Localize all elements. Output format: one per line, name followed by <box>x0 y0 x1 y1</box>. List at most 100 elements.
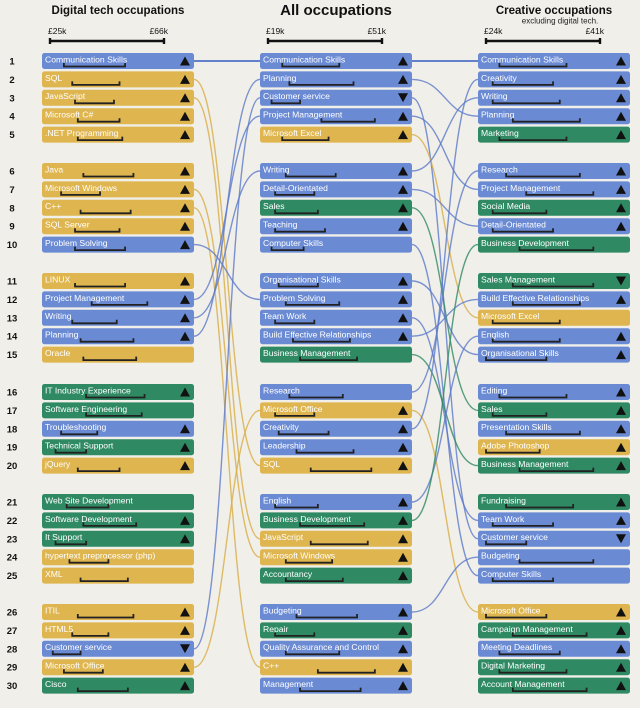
skill-box[interactable] <box>478 346 630 363</box>
skill-box[interactable] <box>478 53 630 69</box>
skill-item[interactable]: Technical Support <box>42 439 194 456</box>
skill-item[interactable]: Software Engineering <box>42 402 194 419</box>
skill-item[interactable]: JavaScript <box>42 89 194 106</box>
skill-item[interactable]: English <box>478 328 630 345</box>
skill-item[interactable]: Business Management <box>260 346 412 363</box>
skill-item[interactable]: Creativity <box>478 71 630 88</box>
skill-box[interactable] <box>260 402 412 419</box>
skill-item[interactable]: Communication Skills <box>260 53 412 69</box>
skill-box[interactable] <box>260 199 412 216</box>
skill-box[interactable] <box>260 384 412 400</box>
skill-item[interactable]: Project Management <box>42 291 194 308</box>
skill-box[interactable] <box>42 457 194 474</box>
skill-box[interactable] <box>478 89 630 106</box>
skill-item[interactable]: Fundraising <box>478 494 630 510</box>
skill-box[interactable] <box>42 549 194 566</box>
skill-box[interactable] <box>42 402 194 419</box>
skill-box[interactable] <box>42 420 194 437</box>
skill-item[interactable]: Oracle <box>42 346 194 363</box>
skill-box[interactable] <box>478 530 630 547</box>
skill-box[interactable] <box>42 273 194 289</box>
skill-item[interactable]: hypertext preprocessor (php) <box>42 549 194 566</box>
skill-item[interactable]: Build Effective Relationships <box>478 291 630 308</box>
skill-box[interactable] <box>260 604 412 620</box>
skill-box[interactable] <box>42 346 194 363</box>
skill-box[interactable] <box>478 402 630 419</box>
skill-item[interactable]: Project Management <box>478 181 630 198</box>
skill-box[interactable] <box>42 126 194 143</box>
skill-box[interactable] <box>42 439 194 456</box>
skill-box[interactable] <box>478 328 630 345</box>
skill-item[interactable]: Microsoft Office <box>260 402 412 419</box>
skill-item[interactable]: Creativity <box>260 420 412 437</box>
skill-box[interactable] <box>478 71 630 88</box>
skill-box[interactable] <box>260 181 412 198</box>
skill-box[interactable] <box>478 659 630 676</box>
skill-item[interactable]: Java <box>42 163 194 179</box>
skill-box[interactable] <box>478 457 630 474</box>
skill-box[interactable] <box>260 89 412 106</box>
skill-box[interactable] <box>478 218 630 235</box>
skill-item[interactable]: Budgeting <box>260 604 412 620</box>
skill-box[interactable] <box>42 53 194 69</box>
skill-box[interactable] <box>42 108 194 125</box>
skill-item[interactable]: Meeting Deadlines <box>478 640 630 657</box>
skill-item[interactable]: Software Development <box>42 512 194 529</box>
skill-box[interactable] <box>260 273 412 289</box>
skill-box[interactable] <box>260 53 412 69</box>
skill-box[interactable] <box>478 291 630 308</box>
skill-item[interactable]: Writing <box>42 309 194 326</box>
skill-box[interactable] <box>42 181 194 198</box>
skill-item[interactable]: Teaching <box>260 218 412 235</box>
skill-box[interactable] <box>42 291 194 308</box>
skill-box[interactable] <box>478 384 630 400</box>
skill-box[interactable] <box>478 236 630 253</box>
skill-item[interactable]: It Support <box>42 530 194 547</box>
skill-item[interactable]: Customer service <box>42 640 194 657</box>
skill-box[interactable] <box>260 567 412 584</box>
skill-box[interactable] <box>42 71 194 88</box>
skill-item[interactable]: Project Management <box>260 108 412 125</box>
skill-item[interactable]: Sales <box>260 199 412 216</box>
skill-item[interactable]: Account Management <box>478 677 630 694</box>
skill-box[interactable] <box>260 163 412 179</box>
skill-box[interactable] <box>42 512 194 529</box>
skill-box[interactable] <box>260 512 412 529</box>
skill-item[interactable]: Business Management <box>478 457 630 474</box>
skill-item[interactable]: Management <box>260 677 412 694</box>
skill-box[interactable] <box>478 199 630 216</box>
skill-item[interactable]: Web Site Development <box>42 494 194 510</box>
skill-box[interactable] <box>478 494 630 510</box>
skill-item[interactable]: Quality Assurance and Control <box>260 640 412 657</box>
skill-box[interactable] <box>260 530 412 547</box>
skill-item[interactable]: SQL <box>42 71 194 88</box>
skill-box[interactable] <box>42 677 194 694</box>
skill-item[interactable]: Research <box>260 384 412 400</box>
skill-item[interactable]: Problem Solving <box>42 236 194 253</box>
skill-item[interactable]: Microsoft C# <box>42 108 194 125</box>
skill-item[interactable]: Editing <box>478 384 630 400</box>
skill-item[interactable]: Business Development <box>478 236 630 253</box>
skill-box[interactable] <box>478 309 630 326</box>
skill-box[interactable] <box>260 439 412 456</box>
skill-item[interactable]: Cisco <box>42 677 194 694</box>
skill-item[interactable]: Troubleshooting <box>42 420 194 437</box>
skill-item[interactable]: ITIL <box>42 604 194 620</box>
skill-item[interactable]: Problem Solving <box>260 291 412 308</box>
skill-item[interactable]: Presentation Skills <box>478 420 630 437</box>
skill-box[interactable] <box>260 494 412 510</box>
skill-item[interactable]: Communication Skills <box>42 53 194 69</box>
skill-item[interactable]: JavaScript <box>260 530 412 547</box>
skill-item[interactable]: Computer Skills <box>260 236 412 253</box>
skill-item[interactable]: Microsoft Excel <box>260 126 412 143</box>
skill-box[interactable] <box>42 530 194 547</box>
skill-item[interactable]: Planning <box>42 328 194 345</box>
skill-box[interactable] <box>478 622 630 639</box>
skill-item[interactable]: Communication Skills <box>478 53 630 69</box>
skill-box[interactable] <box>260 126 412 143</box>
skill-box[interactable] <box>478 567 630 584</box>
skill-box[interactable] <box>478 420 630 437</box>
skill-item[interactable]: Organisational Skills <box>478 346 630 363</box>
skill-box[interactable] <box>478 273 630 289</box>
skill-item[interactable]: Social Media <box>478 199 630 216</box>
